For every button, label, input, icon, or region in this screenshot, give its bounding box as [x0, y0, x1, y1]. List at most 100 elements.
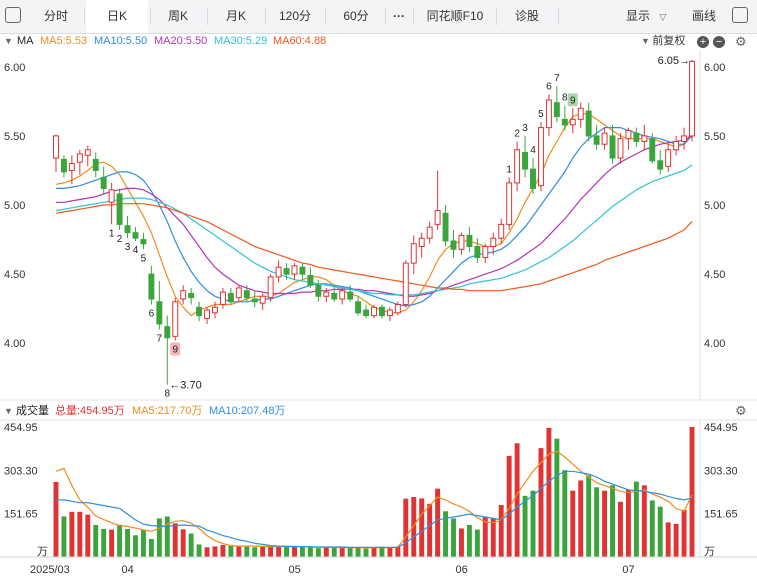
- candle[interactable]: [227, 287, 234, 305]
- volume-bar[interactable]: [387, 547, 393, 557]
- zoom-out-icon[interactable]: −: [713, 36, 725, 48]
- candle[interactable]: [180, 285, 187, 305]
- volume-bar[interactable]: [689, 427, 695, 557]
- candle[interactable]: [386, 307, 393, 322]
- candle[interactable]: [84, 145, 91, 167]
- volume-bar[interactable]: [665, 522, 671, 557]
- candle[interactable]: [172, 297, 179, 341]
- candle[interactable]: [68, 155, 75, 185]
- kline-chart[interactable]: 6.00 6.00 5.50 5.50 5.00 5.00 4.50 4.50 4.00 4.00…: [0, 33, 757, 580]
- volume-bar[interactable]: [474, 529, 480, 557]
- volume-bar[interactable]: [618, 501, 623, 557]
- candle[interactable]: [625, 127, 632, 150]
- candle[interactable]: [434, 170, 441, 230]
- candle[interactable]: [323, 287, 330, 302]
- volume-bar[interactable]: [228, 545, 234, 557]
- candle[interactable]: [450, 229, 457, 258]
- volume-bar[interactable]: [355, 547, 361, 557]
- candle[interactable]: [394, 301, 401, 316]
- volume-bar[interactable]: [610, 485, 615, 557]
- tab-diagnose[interactable]: 诊股: [514, 9, 539, 23]
- volume-bar[interactable]: [379, 546, 385, 557]
- candle[interactable]: [124, 216, 131, 239]
- candle[interactable]: [116, 188, 123, 230]
- settings-gear-icon[interactable]: ⚙: [735, 34, 747, 49]
- candle[interactable]: [506, 177, 513, 230]
- volume-bar[interactable]: [148, 538, 154, 557]
- volume-bar[interactable]: [419, 498, 425, 557]
- candle[interactable]: [673, 135, 680, 156]
- volume-bar[interactable]: [586, 475, 592, 557]
- volume-bar[interactable]: [196, 544, 202, 557]
- volume-bar[interactable]: [140, 530, 146, 557]
- volume-bar[interactable]: [443, 511, 449, 557]
- candle[interactable]: [339, 287, 346, 305]
- volume-bar[interactable]: [236, 546, 242, 557]
- candle[interactable]: [537, 122, 544, 192]
- volume-bar[interactable]: [307, 547, 313, 557]
- candle[interactable]: [363, 304, 370, 319]
- volume-bar[interactable]: [204, 547, 210, 557]
- volume-bar[interactable]: [466, 524, 472, 557]
- candle[interactable]: [418, 232, 425, 258]
- tab-daily-k[interactable]: 日K: [86, 0, 148, 33]
- candle[interactable]: [569, 108, 576, 134]
- volume-bar[interactable]: [339, 547, 345, 557]
- volume-bar[interactable]: [403, 498, 409, 557]
- candle[interactable]: [498, 218, 505, 244]
- candle[interactable]: [100, 166, 107, 194]
- volume-bar[interactable]: [276, 546, 282, 557]
- candle[interactable]: [577, 102, 584, 128]
- volume-bar[interactable]: [681, 509, 687, 557]
- volume-bar[interactable]: [260, 546, 266, 557]
- candle[interactable]: [132, 227, 139, 241]
- candle[interactable]: [490, 232, 497, 255]
- volume-bar[interactable]: [594, 487, 600, 557]
- candle[interactable]: [545, 94, 552, 136]
- volume-bar[interactable]: [133, 535, 138, 557]
- tab-120min[interactable]: 120分: [278, 9, 312, 23]
- volume-bar[interactable]: [180, 529, 186, 557]
- tab-monthly-k[interactable]: 月K: [225, 9, 246, 23]
- candle[interactable]: [458, 232, 465, 255]
- candle[interactable]: [514, 141, 521, 192]
- volume-bar[interactable]: [562, 470, 568, 557]
- collapse-main-icon[interactable]: ▼: [4, 36, 13, 46]
- candle[interactable]: [378, 304, 385, 319]
- volume-bar[interactable]: [172, 523, 178, 557]
- candle[interactable]: [148, 265, 155, 305]
- candle[interactable]: [347, 285, 354, 302]
- candle[interactable]: [561, 105, 568, 131]
- candle[interactable]: [307, 267, 314, 288]
- candle[interactable]: [681, 127, 688, 150]
- volume-bar[interactable]: [188, 533, 194, 557]
- volume-bar[interactable]: [498, 504, 504, 557]
- candle[interactable]: [204, 307, 211, 324]
- volume-settings-gear-icon[interactable]: ⚙: [735, 403, 747, 418]
- volume-bar[interactable]: [363, 548, 369, 557]
- volume-bar[interactable]: [244, 546, 250, 557]
- candle[interactable]: [601, 127, 608, 150]
- candle[interactable]: [259, 293, 266, 311]
- volume-bar[interactable]: [625, 489, 631, 557]
- candle[interactable]: [649, 133, 656, 164]
- volume-bar[interactable]: [292, 546, 297, 557]
- volume-bar[interactable]: [284, 546, 290, 557]
- volume-bar[interactable]: [252, 547, 258, 557]
- volume-bar[interactable]: [109, 529, 115, 557]
- volume-bar[interactable]: [156, 518, 162, 557]
- volume-bar[interactable]: [125, 528, 130, 557]
- volume-bar[interactable]: [315, 548, 321, 557]
- candle[interactable]: [466, 227, 473, 253]
- volume-bar[interactable]: [347, 546, 353, 557]
- candle[interactable]: [92, 152, 99, 178]
- candle[interactable]: [553, 86, 560, 123]
- volume-bar[interactable]: [546, 427, 552, 557]
- tab-intraday[interactable]: 分时: [43, 9, 68, 23]
- candle[interactable]: [482, 243, 489, 264]
- volume-bar[interactable]: [506, 455, 512, 557]
- candle[interactable]: [593, 124, 600, 150]
- volume-bar[interactable]: [371, 547, 377, 557]
- volume-bar[interactable]: [570, 490, 576, 557]
- candle[interactable]: [585, 102, 592, 142]
